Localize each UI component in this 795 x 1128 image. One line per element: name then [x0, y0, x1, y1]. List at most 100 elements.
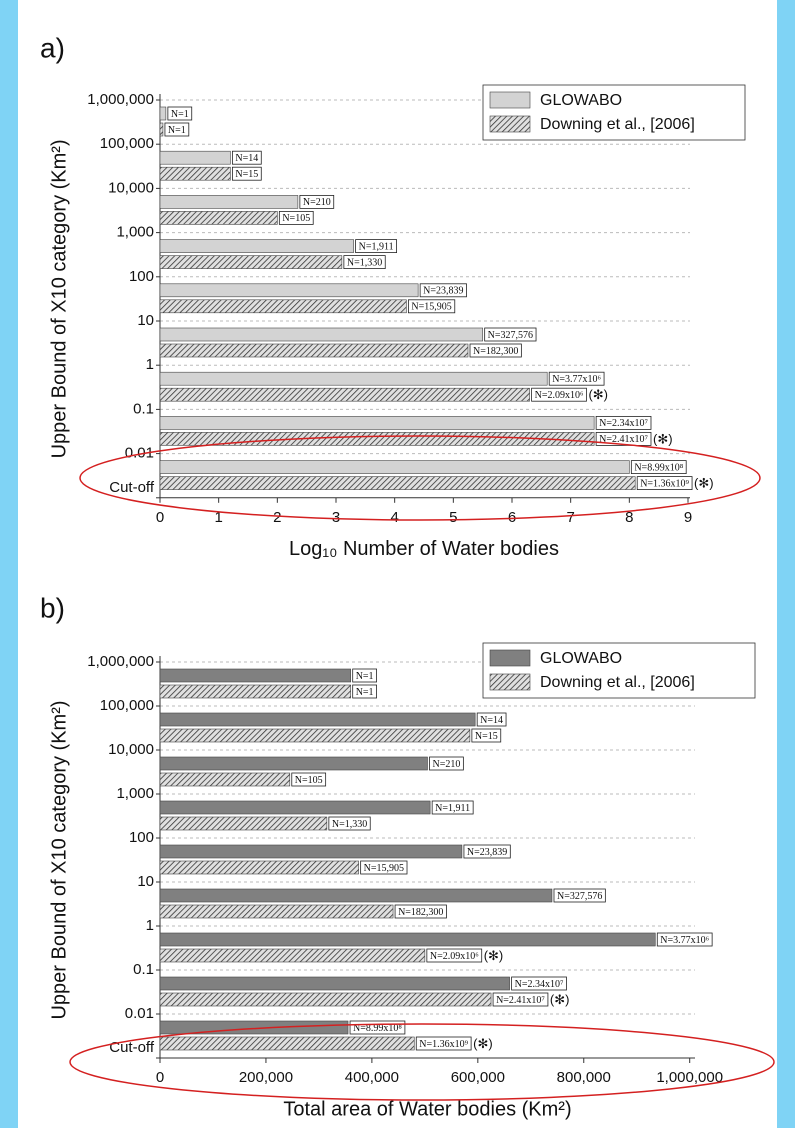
bar-label: N=14 [235, 153, 258, 164]
legend-label: GLOWABO [540, 92, 622, 109]
bar [159, 283, 419, 298]
x-tick-label: 800,000 [557, 1069, 611, 1086]
x-tick-label: 5 [449, 509, 457, 526]
bar-label-box [415, 1036, 472, 1051]
bar-label: N=3.77x10⁶ [552, 374, 601, 385]
bar [159, 860, 359, 875]
bar [159, 976, 510, 991]
bar-label-box [426, 948, 483, 963]
bar-label-box [407, 299, 456, 314]
bar [159, 255, 343, 269]
bar [159, 684, 351, 699]
y-tick-label: 1,000,000 [87, 91, 154, 108]
legend-label: Downing et al., [2006] [540, 116, 695, 133]
bar-label-box [167, 106, 193, 121]
bar [159, 343, 469, 358]
bar-label-box [328, 816, 371, 831]
y-tick-label: 10 [137, 873, 154, 890]
bar-label: N=1 [356, 687, 374, 698]
bar-label: N=1 [171, 109, 189, 120]
y-tick-label: 10 [137, 312, 154, 329]
x-tick-label: 0 [156, 509, 164, 526]
panel-label: b) [40, 592, 65, 623]
y-tick-label: 10,000 [108, 179, 154, 196]
bar-label: N=105 [295, 775, 323, 786]
bar [159, 371, 548, 386]
x-tick-label: 600,000 [451, 1069, 505, 1086]
bar [159, 299, 407, 314]
bar-label-box [164, 122, 190, 137]
bar [159, 668, 351, 683]
y-axis-title: Upper Bound of X10 category (Km²) [48, 700, 70, 1019]
bar-label-box [394, 904, 447, 919]
bar-label: N=1 [356, 671, 374, 682]
bar [159, 211, 278, 225]
bar [159, 904, 394, 919]
x-tick-label: 7 [566, 509, 574, 526]
bar-label: N=327,576 [488, 330, 533, 341]
bar-label: N=8.99x10⁸ [353, 1023, 402, 1034]
bar-label-box [231, 166, 262, 181]
bar [159, 948, 426, 963]
bar-label: N=182,300 [398, 907, 443, 918]
bar-label: N=15 [235, 169, 258, 180]
bar-label: N=2.41x10⁷ [599, 434, 648, 445]
bar-label-box [553, 888, 606, 903]
bar-label: N=2.09x10⁶ [430, 951, 479, 962]
flag-label: (✻) [653, 431, 673, 446]
bar [159, 728, 471, 743]
x-tick-label: 200,000 [239, 1069, 293, 1086]
bar-label-box [343, 255, 386, 270]
bar-label: N=182,300 [473, 346, 518, 357]
y-tick-label: Cut-off [109, 1039, 155, 1056]
bar-label: N=15,905 [364, 863, 404, 874]
y-tick-label: 0.1 [133, 961, 154, 978]
bar [159, 416, 595, 430]
bar [159, 150, 231, 165]
bar-label: N=210 [303, 197, 331, 208]
bar-label: N=1,330 [332, 819, 367, 830]
bar [159, 844, 463, 859]
y-axis-title: Upper Bound of X10 category (Km²) [48, 139, 70, 458]
y-tick-label: Cut-off [109, 479, 155, 496]
y-tick-label: 1,000 [116, 785, 154, 802]
flag-label: (✻) [694, 476, 714, 491]
y-tick-label: 1,000,000 [87, 653, 154, 670]
bar-label: N=1,911 [359, 241, 394, 252]
bar [159, 460, 630, 474]
bar [159, 106, 167, 121]
bar-label: N=15,905 [411, 302, 451, 313]
x-tick-label: 4 [390, 509, 398, 526]
bar [159, 888, 553, 903]
legend-swatch [489, 649, 531, 667]
x-axis-title: Total area of Water bodies (Km²) [283, 1098, 571, 1120]
bar-label-box [469, 343, 522, 358]
bar-label-box [299, 194, 335, 209]
bar-label: N=1 [168, 125, 186, 136]
bar-label: N=3.77x10⁶ [660, 935, 709, 946]
bar-label: N=2.34x10⁷ [515, 979, 564, 990]
bar-label: N=2.41x10⁷ [496, 995, 545, 1006]
bar-label-box [463, 844, 511, 859]
y-tick-label: 100 [129, 829, 154, 846]
bar [159, 476, 636, 490]
x-tick-label: 1 [214, 509, 222, 526]
flag-label: (✻) [473, 1036, 493, 1051]
bar [159, 816, 328, 831]
bar [159, 387, 530, 402]
bar [159, 756, 428, 771]
flag-label: (✻) [550, 992, 570, 1007]
bar-label-box [231, 150, 262, 165]
y-tick-label: 100,000 [100, 135, 154, 152]
bar [159, 166, 231, 181]
bar-label-box [419, 283, 467, 298]
legend-swatch [489, 91, 531, 109]
bar-label-box [656, 932, 713, 947]
bar-label-box [352, 684, 377, 699]
y-tick-label: 1 [146, 356, 154, 373]
bar [159, 992, 492, 1007]
bar-label-box [531, 387, 587, 402]
x-tick-label: 3 [332, 509, 340, 526]
bar-label: N=1.36x10⁹ [640, 478, 689, 489]
legend-swatch [489, 115, 531, 133]
